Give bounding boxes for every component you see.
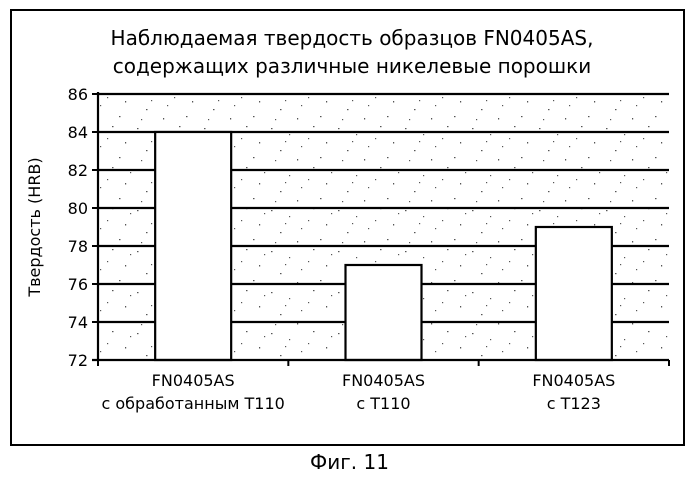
bar bbox=[344, 263, 423, 362]
axes bbox=[92, 92, 669, 362]
y-tick-label: 72 bbox=[68, 351, 88, 370]
y-tick-label: 82 bbox=[68, 161, 88, 180]
bar bbox=[534, 225, 613, 362]
bar bbox=[154, 130, 233, 362]
x-tick-label: с Т123 bbox=[547, 394, 601, 413]
y-tick-label: 74 bbox=[68, 313, 88, 332]
x-tick-label: FN0405AS bbox=[342, 371, 425, 390]
chart-title-line-1: Наблюдаемая твердость образцов FN0405AS, bbox=[111, 26, 594, 50]
chart-frame bbox=[10, 9, 685, 446]
y-tick-label: 84 bbox=[68, 123, 88, 142]
chart-title-line-2: содержащих различные никелевые порошки bbox=[113, 54, 592, 78]
x-axis-ticks: FN0405AS с обработанным Т110 FN0405AS с Т11… bbox=[97, 360, 670, 413]
y-tick-label: 80 bbox=[68, 199, 88, 218]
x-tick-label: FN0405AS bbox=[532, 371, 615, 390]
figure-caption: Фиг. 11 bbox=[310, 450, 389, 474]
bars bbox=[154, 130, 613, 362]
x-tick-label: с обработанным Т110 bbox=[102, 394, 285, 413]
y-tick-label: 76 bbox=[68, 275, 88, 294]
x-tick-label: FN0405AS bbox=[152, 371, 235, 390]
x-tick-label: с Т110 bbox=[356, 394, 410, 413]
y-tick-label: 78 bbox=[68, 237, 88, 256]
y-axis-ticks: 72 74 76 78 80 82 84 86 bbox=[68, 85, 98, 370]
y-axis-label: Твердость (HRB) bbox=[25, 157, 44, 297]
bar-chart: Наблюдаемая твердость образцов FN0405AS,… bbox=[25, 26, 670, 413]
y-tick-label: 86 bbox=[68, 85, 88, 104]
chart-title: Наблюдаемая твердость образцов FN0405AS,… bbox=[111, 26, 594, 78]
